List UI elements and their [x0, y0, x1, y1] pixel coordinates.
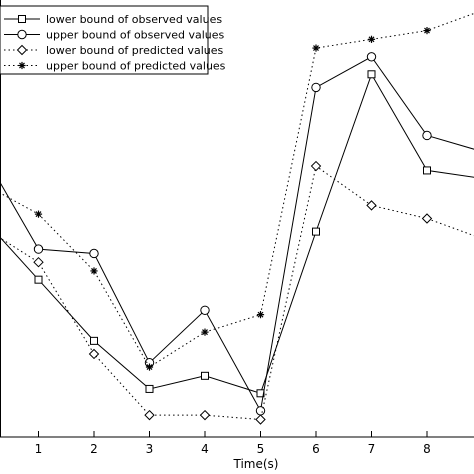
star-marker-stroke: [368, 36, 375, 43]
data-point: [33, 256, 44, 268]
star-marker-stroke: [313, 45, 319, 52]
series-3: [0, 12, 474, 371]
legend-marker: [16, 44, 28, 56]
legend-item: upper bound of observed values: [4, 29, 224, 42]
star-marker-stroke: [146, 364, 153, 371]
series-1: [0, 52, 474, 416]
x-tick-label: 6: [312, 442, 320, 456]
legend-box: [0, 5, 209, 75]
data-point: [312, 227, 320, 236]
star-marker-stroke: [202, 329, 208, 336]
series-0: [0, 70, 474, 398]
star-marker-stroke: [35, 211, 42, 218]
data-point: [423, 166, 431, 175]
legend-label: lower bound of predicted values: [46, 44, 224, 57]
star-marker-stroke: [19, 62, 25, 69]
data-point: [367, 70, 376, 79]
series-2: [0, 160, 474, 425]
data-point: [34, 210, 43, 218]
x-tick-label: 1: [35, 442, 43, 456]
data-point: [201, 371, 209, 380]
data-point: [421, 213, 433, 224]
data-point: [88, 348, 100, 360]
data-point: [89, 248, 99, 259]
x-tick-label: 5: [257, 442, 265, 456]
legend-item: lower bound of predicted values: [4, 44, 224, 57]
star-marker-stroke: [257, 311, 264, 318]
data-point: [144, 409, 155, 421]
data-point: [256, 311, 265, 319]
legend-label: upper bound of predicted values: [46, 60, 226, 73]
data-point: [200, 305, 210, 315]
data-point: [201, 328, 209, 336]
data-point: [423, 26, 431, 35]
data-point: [90, 336, 98, 345]
series-line: [0, 165, 474, 421]
x-axis-title: Time(s): [233, 457, 279, 471]
star-marker-stroke: [91, 267, 97, 274]
legend-item: upper bound of predicted values: [4, 60, 226, 73]
data-point: [34, 275, 43, 284]
data-point: [312, 44, 320, 52]
data-point: [33, 244, 44, 254]
data-point: [255, 414, 266, 425]
data-point: [90, 267, 98, 275]
legend: lower bound of observed values upper boun…: [0, 5, 226, 75]
data-point: [310, 160, 322, 172]
x-tick-label: 2: [90, 442, 98, 456]
data-point: [145, 363, 154, 371]
x-tick-label: 7: [368, 442, 376, 456]
data-point: [145, 384, 154, 393]
legend-item: lower bound of observed values: [4, 13, 222, 26]
x-tick-label: 4: [201, 442, 209, 456]
star-marker-stroke: [424, 27, 430, 34]
series-line: [0, 73, 474, 394]
x-ticks: 1 2 3 4 5 6 7 8: [35, 431, 431, 456]
series-layer: [0, 12, 474, 425]
x-tick-label: 3: [146, 442, 154, 456]
series-line: [0, 56, 474, 413]
series-line: [0, 12, 474, 368]
data-point: [199, 409, 211, 421]
legend-label: lower bound of observed values: [46, 13, 222, 26]
legend-marker: [17, 29, 27, 40]
data-point: [367, 35, 376, 43]
data-point: [311, 82, 321, 93]
legend-marker: [18, 15, 26, 23]
legend-items: lower bound of observed values upper boun…: [4, 13, 226, 73]
data-point: [366, 200, 377, 211]
data-point: [422, 130, 432, 141]
legend-label: upper bound of observed values: [46, 29, 224, 42]
x-tick-label: 8: [423, 442, 431, 456]
data-point: [366, 52, 377, 62]
legend-marker: [18, 61, 26, 70]
